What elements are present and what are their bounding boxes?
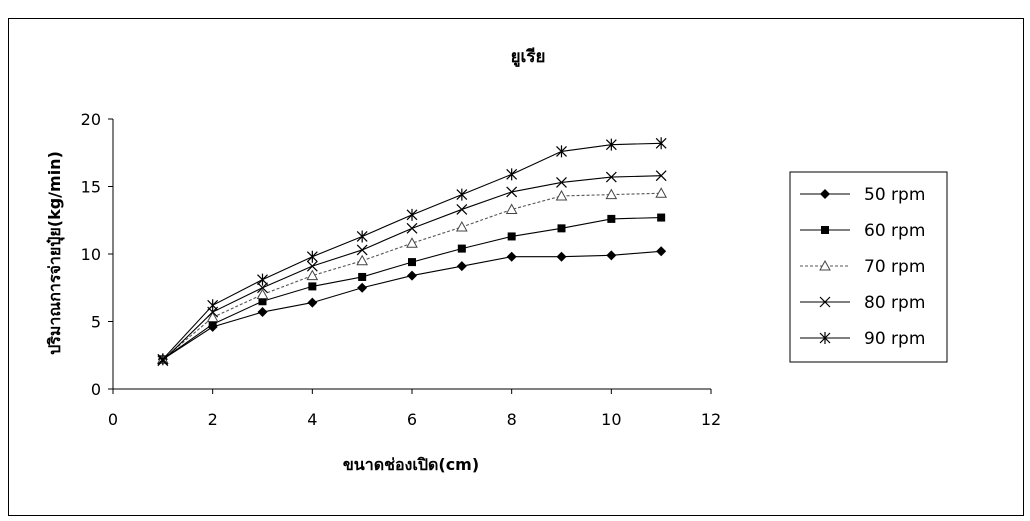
data-point <box>655 187 668 198</box>
data-point <box>556 251 567 262</box>
data-point <box>506 251 517 262</box>
data-point <box>406 222 418 234</box>
data-point <box>605 171 617 183</box>
legend-label: 70 rpm <box>864 257 925 277</box>
chart-title: ยูเรีย <box>511 46 546 68</box>
data-point <box>457 244 466 253</box>
data-point <box>455 220 468 232</box>
series-line <box>162 192 662 360</box>
x-tick-label: 0 <box>108 410 118 429</box>
data-point <box>256 288 269 299</box>
data-point <box>407 270 417 281</box>
legend-label: 50 rpm <box>864 185 925 205</box>
series-layer <box>156 137 668 367</box>
data-point <box>257 307 268 318</box>
legend-box <box>789 171 948 363</box>
legend-item: 90 rpm <box>800 329 925 349</box>
legend-marker <box>820 189 830 199</box>
legend-item: 50 rpm <box>800 185 925 205</box>
chart-frame <box>8 18 1024 516</box>
data-point <box>208 320 217 329</box>
x-tick-label: 6 <box>407 410 417 429</box>
series-90-rpm <box>157 137 667 366</box>
series-line <box>162 142 662 360</box>
data-point <box>606 250 617 261</box>
data-point <box>555 189 568 201</box>
axes: 0 2 4 6 8 10 12 0 5 10 15 20 <box>81 110 722 429</box>
data-point <box>307 297 318 308</box>
y-tick-label: 15 <box>81 178 101 197</box>
data-point <box>655 170 667 182</box>
data-point <box>556 145 567 158</box>
data-point <box>356 254 369 266</box>
series-70-rpm <box>156 187 668 364</box>
data-point <box>207 299 219 312</box>
data-point <box>506 186 518 198</box>
legend-marker <box>819 332 831 344</box>
y-tick-label: 5 <box>91 313 101 332</box>
legend-item: 80 rpm <box>800 293 925 313</box>
data-point <box>306 250 318 263</box>
data-point <box>607 214 616 223</box>
data-point <box>308 282 317 291</box>
legend-item: 70 rpm <box>800 257 925 277</box>
data-point <box>358 272 367 281</box>
legend-marker <box>819 296 831 308</box>
data-point <box>157 353 169 366</box>
series-60-rpm <box>158 213 666 364</box>
data-point <box>306 260 318 272</box>
x-tick-label: 2 <box>208 410 218 429</box>
legend-marker <box>819 259 831 271</box>
data-point <box>505 203 518 214</box>
series-line <box>162 250 662 360</box>
data-point <box>456 261 467 272</box>
data-point <box>605 138 617 151</box>
data-point <box>408 258 416 267</box>
x-tick-label: 8 <box>507 410 517 429</box>
x-tick-label: 12 <box>701 410 721 429</box>
series-line <box>162 175 662 362</box>
data-point <box>356 230 368 243</box>
legend-marker <box>821 226 829 234</box>
data-point <box>506 168 518 181</box>
legend-label: 90 rpm <box>864 329 925 349</box>
data-point <box>456 188 468 201</box>
y-tick-label: 20 <box>81 110 101 129</box>
x-tick-label: 10 <box>601 410 621 429</box>
data-point <box>258 297 267 306</box>
y-tick-label: 0 <box>91 380 101 399</box>
legend-label: 80 rpm <box>864 293 925 313</box>
data-point <box>406 237 418 248</box>
legend-label: 60 rpm <box>864 221 925 241</box>
data-point <box>456 204 468 215</box>
legend-item: 60 rpm <box>800 221 925 241</box>
data-point <box>605 188 618 200</box>
data-point <box>557 224 566 233</box>
data-point <box>655 137 667 150</box>
data-point <box>656 246 667 257</box>
x-tick-label: 4 <box>307 410 317 429</box>
data-point <box>357 282 368 293</box>
data-point <box>206 311 219 322</box>
data-point <box>406 208 418 221</box>
data-point <box>257 282 268 294</box>
y-tick-label: 10 <box>81 245 101 264</box>
legend: 50 rpm 60 rpm 70 rpm 80 rpm 90 rpm <box>789 171 948 363</box>
x-axis-label: ขนาดช่องเปิด(cm) <box>343 455 479 474</box>
data-point <box>257 273 268 286</box>
data-point <box>356 244 368 256</box>
data-point <box>306 269 319 281</box>
data-point <box>657 213 666 222</box>
data-point <box>507 232 516 241</box>
data-point <box>556 177 567 188</box>
series-80-rpm <box>157 170 667 367</box>
y-axis-label: ปริมาณการจ่ายปุ๋ย(kg/min) <box>45 151 65 355</box>
